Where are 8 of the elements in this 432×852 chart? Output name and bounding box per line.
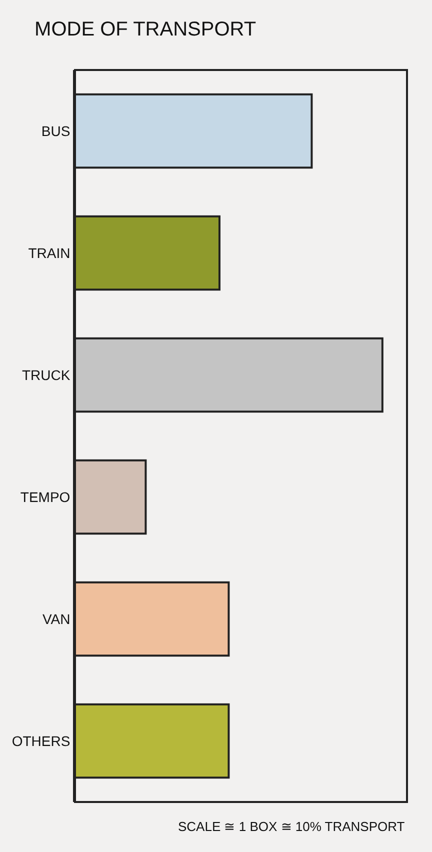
y-tick-label: OTHERS — [12, 732, 70, 749]
y-tick-label: TRAIN — [28, 244, 70, 261]
y-tick-label: TRUCK — [22, 366, 71, 383]
y-tick-label: TEMPO — [20, 488, 70, 505]
y-tick-label: BUS — [41, 122, 70, 139]
text: SCALE ≅ 1 BOX ≅ 10% TRANSPORT — [178, 819, 405, 834]
chart-title: MODE OF TRANSPORT — [34, 18, 256, 40]
y-tick-label: VAN — [42, 610, 70, 627]
